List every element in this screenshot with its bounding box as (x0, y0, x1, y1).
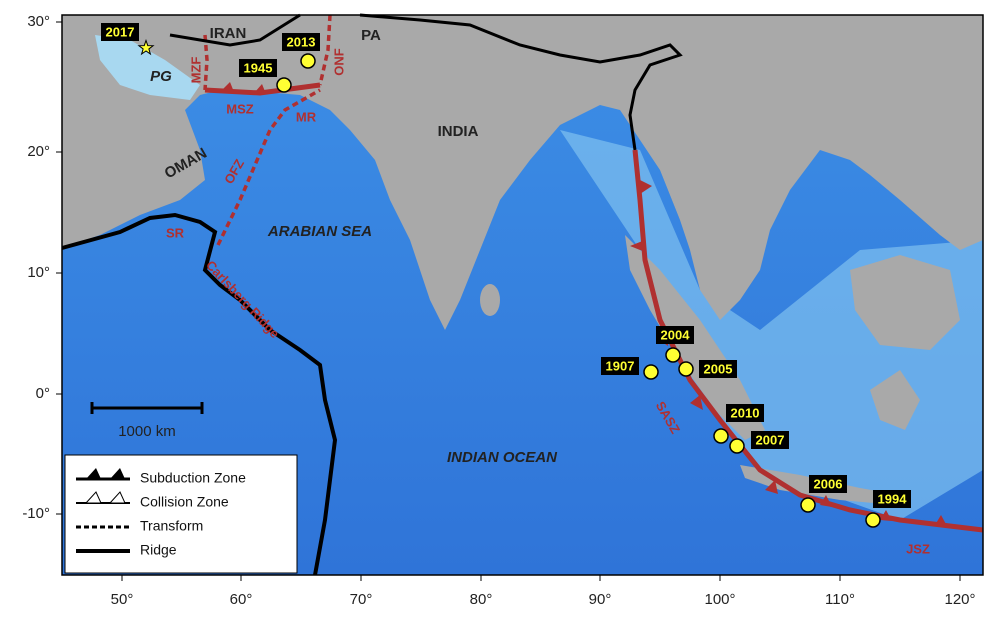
x-tick-label: 120° (944, 591, 975, 608)
event-label-box (601, 357, 639, 375)
y-tick-label: 20° (27, 143, 50, 160)
map-frame (61, 13, 984, 576)
legend-label: Ridge (140, 542, 177, 558)
feature-label: MZF (188, 57, 203, 84)
x-tick-label: 80° (470, 591, 493, 608)
event-label: 1945 (244, 60, 273, 75)
event-marker (643, 364, 659, 380)
region-label: ARABIAN SEA (267, 223, 372, 240)
event-label-box (873, 490, 911, 508)
event-label: 1907 (606, 358, 635, 373)
legend-label: Collision Zone (140, 494, 229, 510)
event-label: 2007 (756, 432, 785, 447)
event-marker (276, 77, 292, 93)
event-label-box (726, 404, 764, 422)
event-marker (665, 347, 681, 363)
event-marker (713, 428, 729, 444)
feature-label: SR (166, 225, 185, 240)
event-label: 2006 (814, 476, 843, 491)
region-label: INDIA (438, 123, 479, 140)
region-label: PG (150, 68, 172, 85)
event-label-box (751, 431, 789, 449)
x-tick-label: 50° (111, 591, 134, 608)
event-label-box (809, 475, 847, 493)
y-tick-label: -10° (22, 505, 50, 522)
x-tick-label: 110° (825, 591, 855, 608)
y-tick-label: 30° (27, 13, 50, 30)
y-tick-label: 10° (27, 264, 50, 281)
legend-label: Transform (140, 518, 203, 534)
y-tick-label: 0° (36, 385, 50, 402)
x-tick-label: 60° (230, 591, 253, 608)
feature-label: JSZ (906, 541, 930, 556)
feature-label: MR (296, 109, 317, 124)
event-marker (729, 438, 745, 454)
event-label-box (282, 33, 320, 51)
event-marker (865, 512, 881, 528)
region-label: INDIAN OCEAN (447, 449, 558, 466)
event-marker (300, 53, 316, 69)
feature-label: MSZ (226, 101, 254, 116)
event-label-box (699, 360, 737, 378)
event-marker (678, 361, 694, 377)
event-label: 2004 (661, 327, 691, 342)
event-label: 2013 (287, 34, 316, 49)
event-label: 1994 (878, 491, 908, 506)
event-label: 2017 (106, 24, 135, 39)
x-tick-label: 90° (589, 591, 612, 608)
legend-label: Subduction Zone (140, 470, 246, 486)
region-label: IRAN (210, 25, 247, 42)
feature-label: ONF (331, 48, 346, 76)
event-label-box (239, 59, 277, 77)
event-label: 2010 (731, 405, 760, 420)
event-marker (800, 497, 816, 513)
event-label: 2005 (704, 361, 733, 376)
event-label-box (656, 326, 694, 344)
scale-bar-label: 1000 km (118, 423, 176, 440)
region-label: PA (361, 27, 381, 44)
event-star (137, 38, 155, 56)
x-tick-label: 70° (350, 591, 373, 608)
event-label-box (101, 23, 139, 41)
x-tick-label: 100° (704, 591, 735, 608)
